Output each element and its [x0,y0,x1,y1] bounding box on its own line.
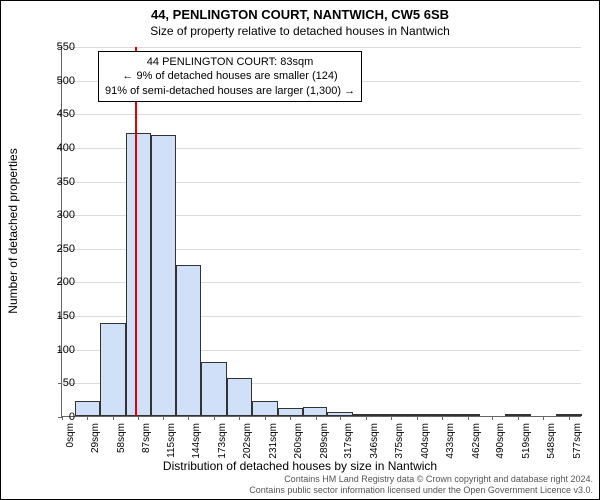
annotation-line-3: 91% of semi-detached houses are larger (… [105,84,355,98]
x-tick-label: 519sqm [521,423,532,459]
footnote-line-2: Contains public sector information licen… [1,485,593,495]
histogram-bar [201,362,226,416]
histogram-bar [126,133,151,416]
x-tick-mark [214,416,215,420]
x-tick-mark [113,416,114,420]
x-tick-label: 115sqm [166,423,177,458]
gridline [62,114,581,115]
x-tick-mark [316,416,317,420]
x-tick-label: 375sqm [394,423,405,459]
x-tick-mark [188,416,189,420]
y-tick-label: 100 [39,344,75,356]
y-tick-label: 550 [39,41,75,53]
x-tick-mark [492,416,493,420]
x-tick-mark [442,416,443,420]
x-tick-mark [163,416,164,420]
y-tick-label: 350 [39,176,75,188]
x-tick-label: 346sqm [369,423,380,459]
histogram-bar [75,401,100,416]
histogram-bar [252,401,277,416]
histogram-bar [151,135,176,416]
x-tick-label: 231sqm [268,423,279,459]
histogram-bar [176,265,201,416]
x-tick-mark [239,416,240,420]
y-tick-label: 500 [39,75,75,87]
x-tick-mark [391,416,392,420]
y-tick-label: 300 [39,209,75,221]
x-tick-mark [468,416,469,420]
y-tick-label: 450 [39,108,75,120]
footnote: Contains HM Land Registry data © Crown c… [1,474,599,495]
y-tick-label: 150 [39,310,75,322]
histogram-bar [278,408,303,416]
x-tick-mark [138,416,139,420]
x-tick-label: 404sqm [420,423,431,459]
x-axis-label: Distribution of detached houses by size … [1,459,599,473]
x-tick-label: 462sqm [471,423,482,459]
x-tick-label: 548sqm [546,423,557,459]
y-tick-label: 250 [39,243,75,255]
x-tick-label: 289sqm [319,423,330,459]
footnote-line-1: Contains HM Land Registry data © Crown c… [1,474,593,484]
x-tick-mark [290,416,291,420]
y-tick-label: 50 [39,377,75,389]
x-tick-label: 0sqm [65,423,76,447]
x-tick-label: 490sqm [495,423,506,459]
x-tick-mark [543,416,544,420]
annotation-line-1: 44 PENLINGTON COURT: 83sqm [105,55,355,69]
annotation-box: 44 PENLINGTON COURT: 83sqm ← 9% of detac… [98,51,362,102]
x-tick-label: 58sqm [116,423,127,453]
x-tick-mark [265,416,266,420]
y-tick-label: 200 [39,276,75,288]
x-tick-label: 173sqm [217,423,228,459]
x-tick-label: 202sqm [242,423,253,459]
x-tick-label: 29sqm [90,423,101,453]
x-tick-mark [340,416,341,420]
x-tick-label: 577sqm [572,423,583,459]
chart-title: 44, PENLINGTON COURT, NANTWICH, CW5 6SB [1,7,599,22]
x-tick-mark [569,416,570,420]
marker-line [135,47,137,416]
y-axis-label: Number of detached properties [6,148,20,313]
x-tick-mark [417,416,418,420]
x-tick-mark [366,416,367,420]
y-tick-label: 400 [39,142,75,154]
chart-figure: 44, PENLINGTON COURT, NANTWICH, CW5 6SB … [0,0,600,500]
plot-area: 44 PENLINGTON COURT: 83sqm ← 9% of detac… [61,47,581,417]
x-tick-mark [518,416,519,420]
x-tick-label: 317sqm [343,423,354,459]
x-tick-label: 260sqm [293,423,304,459]
x-tick-label: 433sqm [445,423,456,459]
x-tick-mark [87,416,88,420]
histogram-bar [303,407,327,416]
y-tick-label: 0 [39,411,75,423]
gridline [62,47,581,48]
x-tick-label: 87sqm [141,423,152,453]
histogram-bar [100,323,125,416]
annotation-line-2: ← 9% of detached houses are smaller (124… [105,69,355,83]
chart-subtitle: Size of property relative to detached ho… [1,24,599,38]
histogram-bar [227,378,252,416]
x-tick-label: 144sqm [191,423,202,459]
